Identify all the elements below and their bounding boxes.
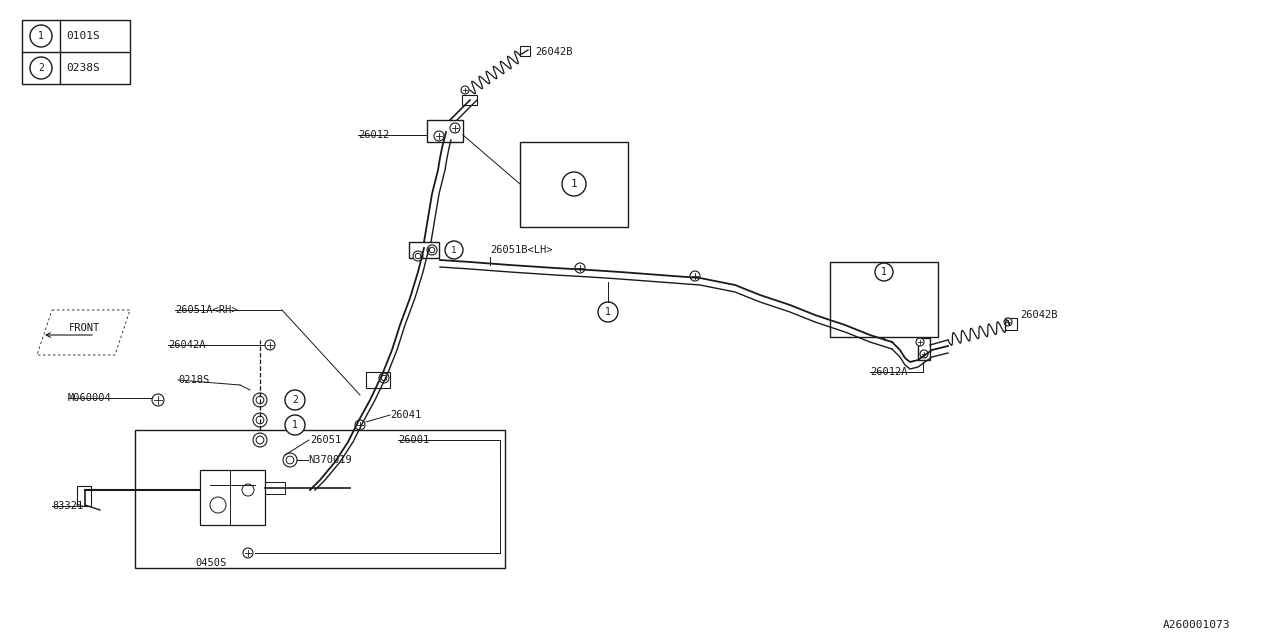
Circle shape xyxy=(562,172,586,196)
Circle shape xyxy=(461,86,468,94)
Text: 26001: 26001 xyxy=(398,435,429,445)
Bar xyxy=(77,486,91,506)
Circle shape xyxy=(434,131,444,141)
Text: 0218S: 0218S xyxy=(178,375,209,385)
Bar xyxy=(462,95,477,105)
Circle shape xyxy=(285,390,305,410)
Circle shape xyxy=(256,416,264,424)
Circle shape xyxy=(283,453,297,467)
Text: 26042B: 26042B xyxy=(535,47,572,57)
Circle shape xyxy=(575,263,585,273)
Text: 1: 1 xyxy=(881,267,887,277)
Text: 83321: 83321 xyxy=(52,501,83,511)
Circle shape xyxy=(152,394,164,406)
Circle shape xyxy=(256,396,264,404)
Text: 26041: 26041 xyxy=(390,410,421,420)
Text: 1: 1 xyxy=(452,246,457,255)
Circle shape xyxy=(265,340,275,350)
Circle shape xyxy=(876,263,893,281)
Circle shape xyxy=(381,375,387,381)
Bar xyxy=(428,120,463,142)
Circle shape xyxy=(415,253,421,259)
Text: 26012: 26012 xyxy=(358,130,389,140)
Circle shape xyxy=(920,350,928,358)
Bar xyxy=(410,242,439,258)
Text: 26012A: 26012A xyxy=(870,367,908,377)
Bar xyxy=(366,372,390,388)
Circle shape xyxy=(355,420,365,430)
Text: 26051: 26051 xyxy=(310,435,342,445)
Circle shape xyxy=(598,302,618,322)
Circle shape xyxy=(451,123,460,133)
Bar xyxy=(134,430,506,568)
Text: 26042A: 26042A xyxy=(168,340,206,350)
Bar xyxy=(829,262,938,337)
Bar xyxy=(200,470,265,525)
Text: 2: 2 xyxy=(292,395,298,405)
Circle shape xyxy=(413,251,422,261)
Text: 26051A<RH>: 26051A<RH> xyxy=(175,305,238,315)
Circle shape xyxy=(285,415,305,435)
Bar xyxy=(520,142,628,227)
Text: 2: 2 xyxy=(38,63,44,73)
Circle shape xyxy=(379,373,389,383)
Circle shape xyxy=(29,57,52,79)
Text: A260001073: A260001073 xyxy=(1162,620,1230,630)
Circle shape xyxy=(243,548,253,558)
Circle shape xyxy=(253,393,268,407)
Text: N370019: N370019 xyxy=(308,455,352,465)
Text: 1: 1 xyxy=(571,179,577,189)
Bar xyxy=(265,482,285,494)
Circle shape xyxy=(428,245,436,255)
Circle shape xyxy=(429,247,435,253)
Bar xyxy=(1005,318,1018,330)
Text: 0450S: 0450S xyxy=(195,558,227,568)
Text: 0101S: 0101S xyxy=(67,31,100,41)
Text: 26042B: 26042B xyxy=(1020,310,1057,320)
Text: 26051B<LH>: 26051B<LH> xyxy=(490,245,553,255)
Circle shape xyxy=(253,433,268,447)
Text: 1: 1 xyxy=(38,31,44,41)
Text: 1: 1 xyxy=(605,307,611,317)
Text: M060004: M060004 xyxy=(68,393,111,403)
Circle shape xyxy=(690,271,700,281)
Circle shape xyxy=(253,413,268,427)
Circle shape xyxy=(916,338,924,346)
Circle shape xyxy=(256,436,264,444)
Circle shape xyxy=(29,25,52,47)
Circle shape xyxy=(1004,318,1012,326)
Circle shape xyxy=(445,241,463,259)
Text: 0238S: 0238S xyxy=(67,63,100,73)
Bar xyxy=(22,20,131,84)
Text: FRONT: FRONT xyxy=(69,323,100,333)
Text: 1: 1 xyxy=(292,420,298,430)
Bar xyxy=(918,338,931,360)
Bar xyxy=(520,46,530,56)
Circle shape xyxy=(287,456,294,464)
